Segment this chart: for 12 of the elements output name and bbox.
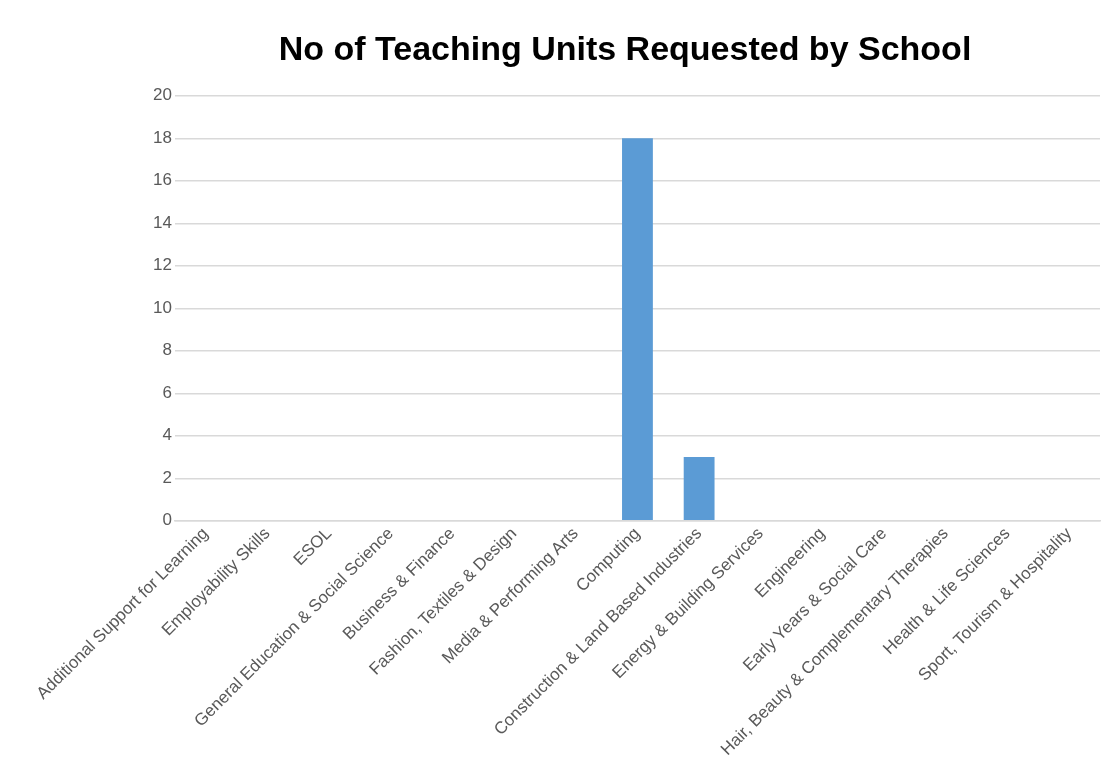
y-tick-label: 14 (152, 212, 172, 232)
y-tick-label: 8 (162, 340, 172, 360)
y-tick-label: 0 (162, 510, 172, 530)
y-tick-label: 20 (152, 85, 172, 105)
y-tick-label: 2 (162, 467, 172, 487)
y-tick-label: 16 (152, 170, 172, 190)
y-tick-label: 4 (162, 425, 172, 445)
y-tick-label: 12 (152, 255, 172, 275)
chart-title: No of Teaching Units Requested by School (278, 28, 972, 67)
y-tick-label: 6 (162, 382, 172, 402)
y-tick-label: 10 (152, 297, 172, 317)
y-tick-label: 18 (152, 127, 172, 147)
